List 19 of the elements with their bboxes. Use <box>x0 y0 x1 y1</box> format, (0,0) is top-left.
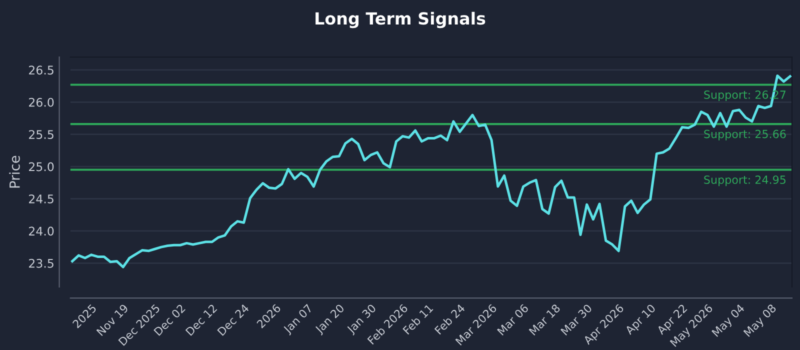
y-tick-label: 25.0 <box>29 162 54 172</box>
x-tick-label: Apr 10 <box>624 304 658 337</box>
y-tick-label: 23.5 <box>29 258 54 268</box>
line-series <box>71 74 792 268</box>
y-tick-label: 24.5 <box>29 194 54 204</box>
y-axis-title: Price <box>9 156 20 188</box>
ref-line-label: Support: 25.66 <box>704 130 786 140</box>
x-tick-label: Jan 20 <box>314 304 346 336</box>
x-tick-label: Jan 07 <box>282 304 314 336</box>
ref-line-label: Support: 24.95 <box>704 176 786 186</box>
y-tick-label: 24.0 <box>29 226 54 236</box>
y-tick-label: 26.5 <box>29 66 54 75</box>
x-tick-label: Mar 18 <box>528 304 561 336</box>
y-tick-label: 26.0 <box>29 98 54 107</box>
x-tick-label: Mar 06 <box>496 304 529 336</box>
x-tick-label: Dec 12 <box>185 304 218 336</box>
chart-title: Long Term Signals <box>316 12 486 28</box>
x-tick-label: Dec 24 <box>217 304 250 336</box>
y-tick-label: 25.5 <box>29 130 54 139</box>
